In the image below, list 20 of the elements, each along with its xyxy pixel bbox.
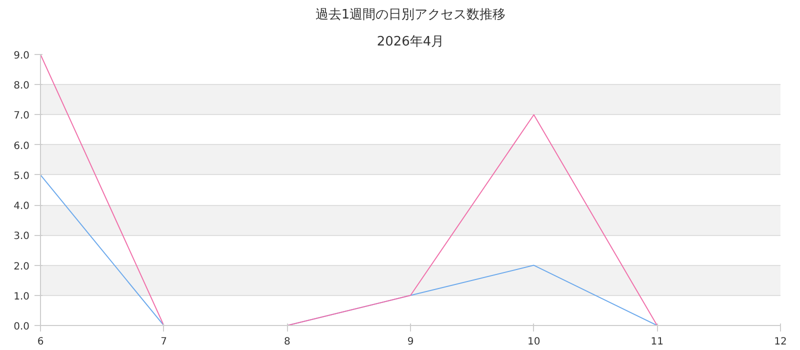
x-tick-label: 6 — [37, 336, 44, 348]
y-tick-label: 1.0 — [14, 291, 30, 302]
y-tick-label: 2.0 — [14, 261, 30, 272]
y-tick-label: 9.0 — [14, 50, 30, 62]
y-tick-label: 6.0 — [14, 140, 30, 152]
y-tick-label: 0.0 — [14, 322, 30, 332]
y-tick-label: 8.0 — [14, 80, 30, 92]
y-tick-label: 7.0 — [14, 110, 30, 122]
y-tick-label: 5.0 — [14, 170, 30, 182]
line-series — [40, 54, 658, 326]
x-tick-label: 11 — [650, 336, 664, 348]
x-tick-label: 10 — [527, 336, 540, 348]
x-tick-label: 8 — [284, 336, 290, 348]
y-tick-label: 3.0 — [14, 231, 30, 242]
x-tick-label: 7 — [160, 336, 168, 348]
chart-subtitle: 2026年4月 — [376, 34, 444, 50]
x-tick-label: 9 — [407, 336, 414, 348]
y-tick-label: 4.0 — [14, 201, 30, 212]
chart-title: 過去1週間の日別アクセス数推移 — [315, 8, 506, 22]
x-tick-label: 12 — [774, 336, 787, 348]
